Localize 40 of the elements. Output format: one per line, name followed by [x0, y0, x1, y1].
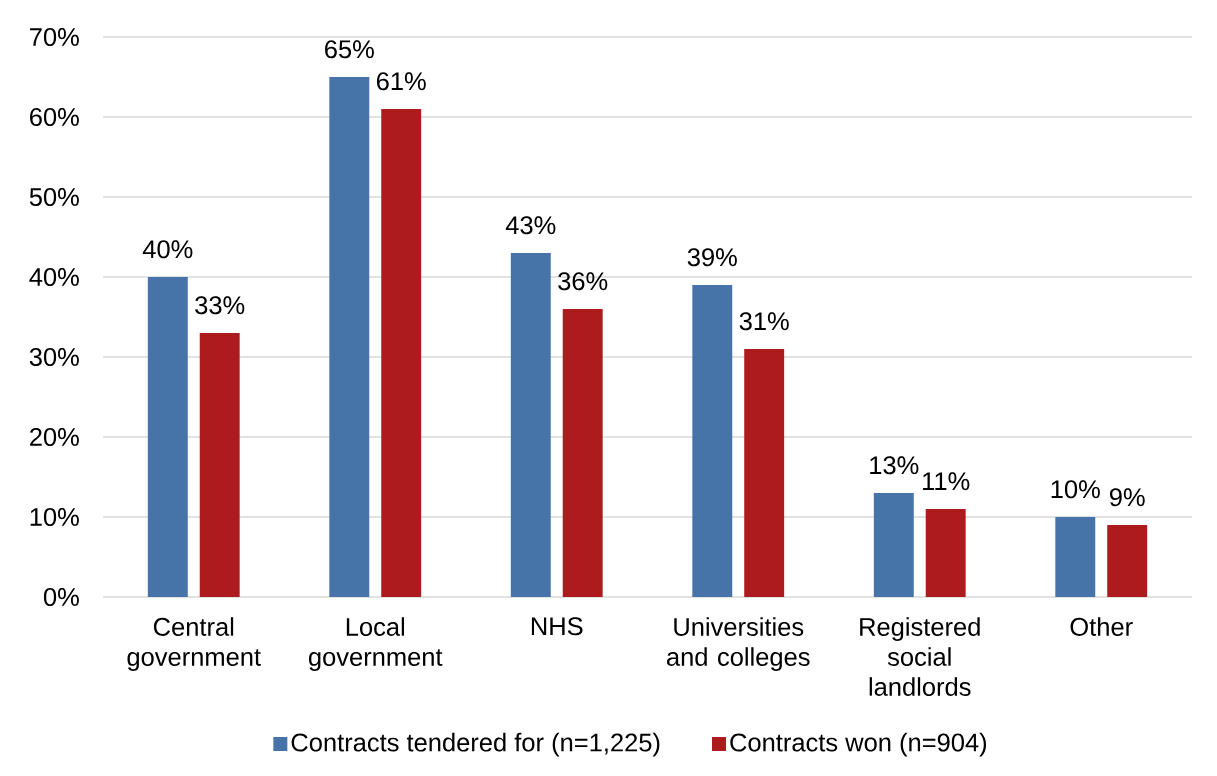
bar [692, 285, 733, 597]
x-tick-label: Central government [127, 617, 261, 671]
data-label: 11% [923, 472, 970, 491]
y-tick-label: 60% [30, 107, 79, 127]
bar [925, 509, 966, 597]
bar [381, 109, 422, 597]
bar [329, 77, 370, 597]
x-tick-label: NHS [531, 617, 583, 636]
x-tick-label: Local government [308, 617, 443, 671]
bar [1107, 525, 1148, 597]
bar [744, 349, 785, 597]
bar [873, 493, 914, 597]
data-label: 65% [325, 40, 374, 59]
bar [199, 333, 240, 597]
x-tick-label: Registered social landlords [860, 617, 980, 696]
legend-label: Contracts tendered for (n=1,225) [291, 732, 660, 757]
y-tick-label: 10% [30, 507, 79, 527]
data-label: 10% [1051, 480, 1100, 499]
bar [147, 277, 188, 597]
data-label: 61% [376, 72, 426, 91]
data-label: 40% [142, 240, 193, 259]
y-tick-label: 40% [29, 267, 79, 287]
data-label: 43% [505, 216, 556, 235]
data-label: 36% [558, 272, 608, 291]
legend-label: Contracts won (n=904) [730, 732, 987, 757]
bar [1055, 517, 1096, 597]
y-tick-label: 70% [30, 27, 79, 47]
bar [562, 309, 603, 597]
y-tick-label: 20% [30, 427, 79, 447]
y-tick-label: 0% [43, 587, 79, 607]
data-label: 33% [195, 296, 245, 315]
y-tick-label: 30% [29, 347, 79, 367]
y-tick-label: 50% [29, 187, 79, 207]
x-tick-label: Universities and colleges [667, 617, 810, 671]
x-tick-label: Other [1070, 617, 1133, 636]
data-label: 13% [870, 456, 919, 475]
data-label: 31% [739, 312, 789, 331]
data-label: 39% [687, 248, 737, 267]
data-label: 9% [1109, 488, 1145, 507]
bar [510, 253, 551, 597]
